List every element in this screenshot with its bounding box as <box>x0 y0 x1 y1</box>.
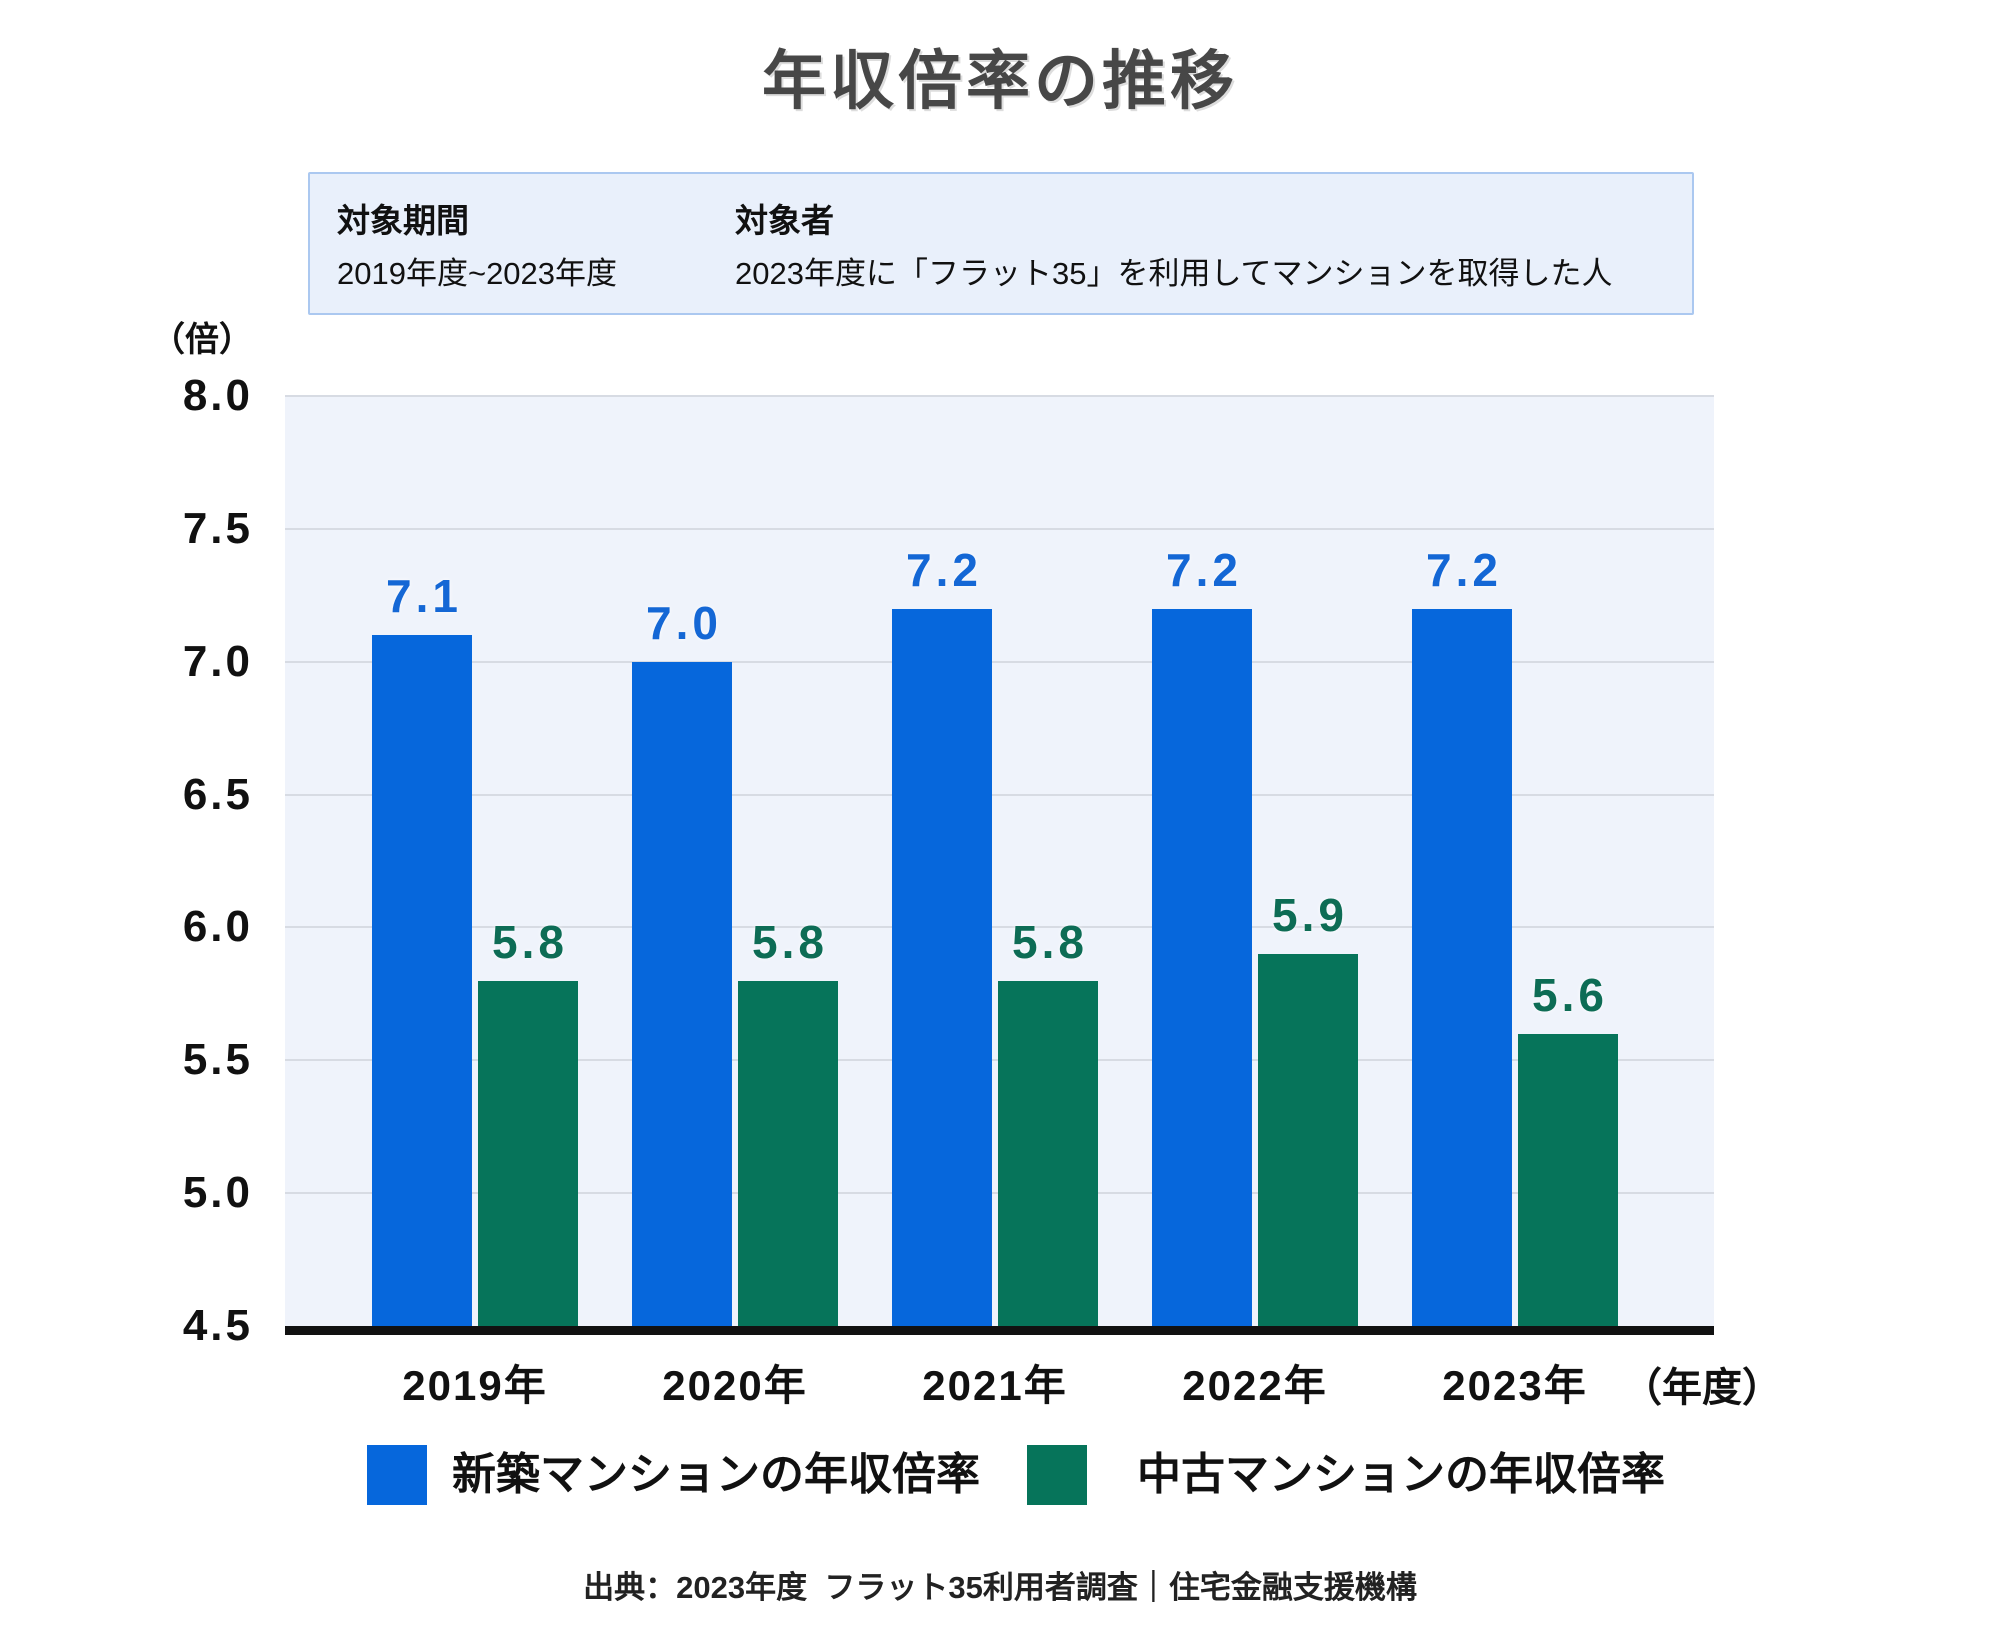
x-tick-2022年: 2022年 <box>1182 1362 1328 1409</box>
value-label-new-build-2019年: 7.1 <box>386 570 462 623</box>
value-label-used-2019年: 5.8 <box>492 915 568 968</box>
y-tick-7.0: 7.0 <box>182 636 253 686</box>
plot-area: 7.1 5.8 7.0 5.8 7.2 5.8 7.2 5.9 7.2 5.6 <box>285 395 1714 1335</box>
gridline-6.5 <box>285 793 1714 796</box>
y-tick-6.0: 6.0 <box>182 902 253 952</box>
gridline-7.0 <box>285 660 1714 663</box>
bar-new-build-2022年 <box>1152 608 1252 1326</box>
x-tick-2019年: 2019年 <box>402 1362 548 1409</box>
value-label-used-2023年: 5.6 <box>1532 968 1608 1021</box>
info-period-label: 対象期間 <box>337 202 469 239</box>
y-tick-4.5: 4.5 <box>182 1301 253 1350</box>
y-axis-unit-label: （倍） <box>151 321 253 359</box>
bar-new-build-2020年 <box>632 661 732 1326</box>
y-tick-6.5: 6.5 <box>182 769 253 819</box>
bar-used-2019年 <box>478 980 578 1326</box>
info-box: 対象期間 2019年度~2023年度 対象者 2023年度に「フラット35」を利… <box>308 172 1694 315</box>
value-label-new-build-2022年: 7.2 <box>1166 543 1242 596</box>
legend-label-used: 中古マンションの年収倍率 <box>1137 1450 1665 1499</box>
bar-new-build-2021年 <box>892 608 992 1326</box>
legend-swatch-used <box>1027 1445 1087 1505</box>
x-tick-2020年: 2020年 <box>662 1362 808 1409</box>
info-subject-value: 2023年度に「フラット35」を利用してマンションを取得した人 <box>735 256 1613 291</box>
value-label-used-2020年: 5.8 <box>752 915 828 968</box>
value-label-used-2022年: 5.9 <box>1272 889 1348 941</box>
bar-used-2021年 <box>998 980 1098 1326</box>
source-text: 出典：2023年度 フラット35利用者調査｜住宅金融支援機構 <box>583 1570 1417 1605</box>
y-tick-5.5: 5.5 <box>182 1035 253 1085</box>
value-label-new-build-2021年: 7.2 <box>906 543 982 596</box>
gridline-6.0 <box>285 926 1714 929</box>
legend-label-new-build: 新築マンションの年収倍率 <box>452 1450 980 1499</box>
bar-used-2023年 <box>1518 1033 1618 1326</box>
bar-new-build-2023年 <box>1412 608 1512 1326</box>
value-label-new-build-2020年: 7.0 <box>646 596 722 649</box>
x-axis-unit-label: （年度） <box>1622 1366 1782 1410</box>
y-tick-8.0: 8.0 <box>182 371 253 420</box>
bar-used-2022年 <box>1258 954 1358 1326</box>
bar-new-build-2019年 <box>372 635 472 1326</box>
x-axis-line <box>285 1326 1714 1335</box>
value-label-new-build-2023年: 7.2 <box>1426 543 1502 596</box>
gridline-7.5 <box>285 527 1714 530</box>
info-period-value: 2019年度~2023年度 <box>337 256 618 291</box>
y-tick-5.0: 5.0 <box>182 1168 253 1218</box>
info-subject-label: 対象者 <box>735 202 834 239</box>
x-tick-2021年: 2021年 <box>922 1362 1068 1409</box>
gridline-8.0 <box>285 395 1714 397</box>
legend-swatch-new-build <box>367 1445 427 1505</box>
value-label-used-2021年: 5.8 <box>1012 915 1088 968</box>
y-tick-7.5: 7.5 <box>182 503 253 553</box>
bar-used-2020年 <box>738 980 838 1326</box>
chart-title: 年収倍率の推移 <box>762 45 1238 117</box>
x-tick-2023年: 2023年 <box>1442 1362 1588 1409</box>
